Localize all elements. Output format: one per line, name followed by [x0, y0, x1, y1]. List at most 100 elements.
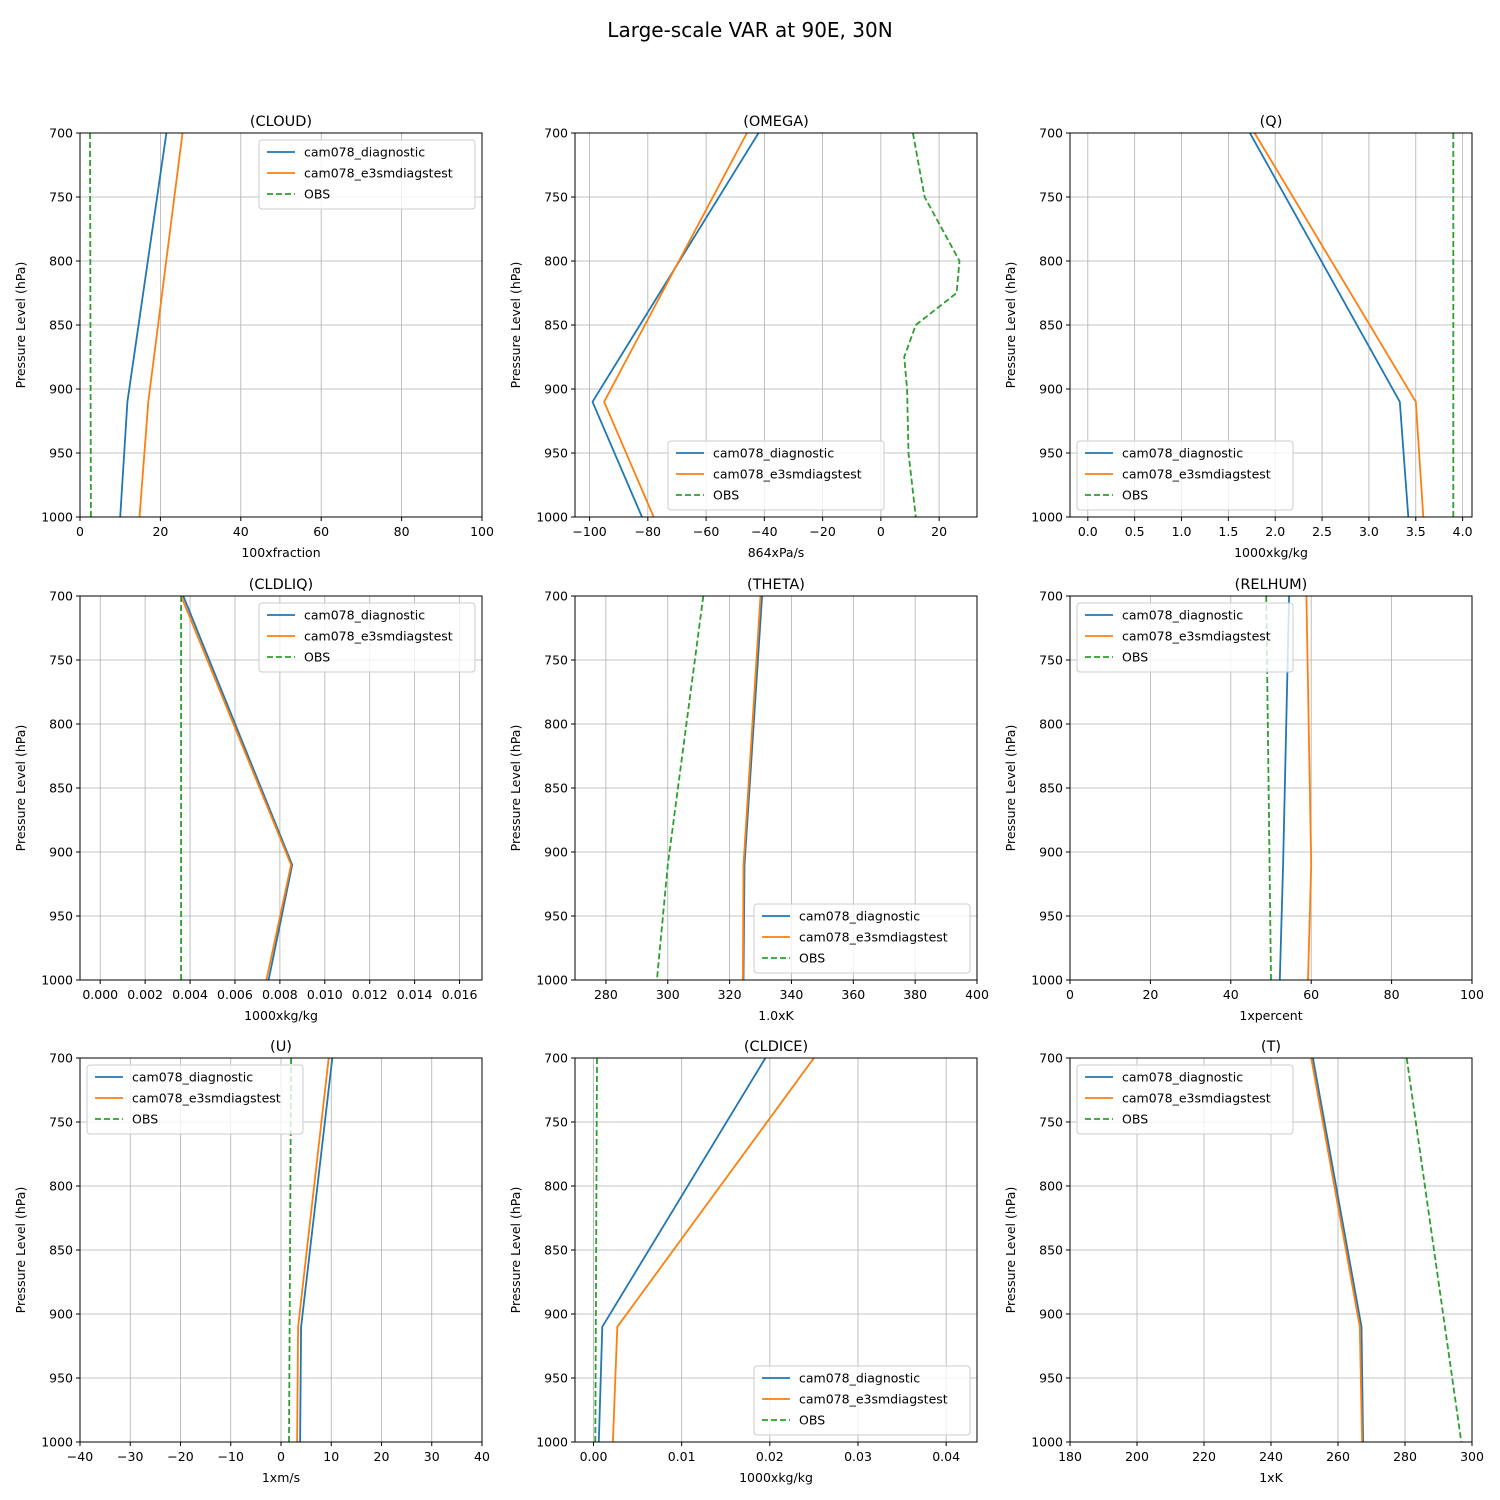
x-axis: 0.000 0.002 0.004 0.006 0.008 0.010 0.012 0.014… [82, 980, 477, 1002]
series-line-cam078_diagnostic [182, 596, 294, 980]
x-tick-label: −30 [117, 1449, 143, 1464]
y-tick-label: 850 [544, 781, 568, 796]
x-tick-label: 0.002 [127, 987, 163, 1002]
series-line-cam078_e3smdiagstest [296, 1058, 330, 1442]
y-axis: 700 750 800 850 900 950 1000 [536, 589, 575, 988]
y-tick-label: 700 [544, 126, 568, 141]
legend-box [667, 440, 885, 511]
series-line-cam078_diagnostic [591, 133, 760, 517]
x-axis-label: 100xfraction [241, 545, 320, 560]
x-tick-label: 380 [903, 987, 927, 1002]
y-tick-label: 900 [544, 1307, 568, 1322]
y-tick-label: 750 [1039, 653, 1063, 668]
legend-box [258, 602, 476, 673]
subplot: 180 200 220 240 260 280 300 700 750 800 850 900 950 1… [1003, 1039, 1484, 1485]
x-tick-label: 0.000 [82, 987, 118, 1002]
series-line-cam078_diagnostic [1312, 1058, 1364, 1442]
series-line-cam078_e3smdiagstest [1305, 596, 1313, 980]
subplot: 0 20 40 60 80 100 700 750 800 850 900 950 1000 (RELHU… [1003, 577, 1484, 1023]
x-axis: −40 −30 −20 −10 0 10 20 30 40 [67, 1442, 490, 1464]
x-tick-label: 0.0 [1078, 524, 1098, 539]
subplot-title: (CLOUD) [250, 114, 312, 130]
x-tick-label: 100 [470, 524, 494, 539]
x-tick-label: 60 [1303, 987, 1319, 1002]
legend-label: cam078_e3smdiagstest [304, 166, 453, 181]
y-tick-label: 750 [544, 190, 568, 205]
y-tick-label: 700 [1039, 1051, 1063, 1066]
x-tick-label: 0.00 [580, 1449, 608, 1464]
legend: cam078_diagnostic cam078_e3smdiagstest OBS [753, 1365, 971, 1436]
y-axis: 700 750 800 850 900 950 1000 [1031, 126, 1070, 525]
legend-box [1076, 602, 1294, 673]
subplot: 280 300 320 340 360 380 400 700 750 800 850 900 950 1… [508, 577, 989, 1023]
x-tick-label: 0.004 [172, 987, 208, 1002]
y-tick-label: 750 [544, 1115, 568, 1130]
x-tick-label: −20 [809, 524, 835, 539]
x-tick-label: 2.5 [1312, 524, 1332, 539]
y-axis: 700 750 800 850 900 950 1000 [536, 1051, 575, 1450]
legend-label: cam078_diagnostic [132, 1070, 253, 1085]
y-tick-label: 700 [1039, 589, 1063, 604]
x-tick-label: 60 [313, 524, 329, 539]
x-tick-label: 300 [1460, 1449, 1484, 1464]
x-tick-label: 10 [323, 1449, 339, 1464]
x-tick-label: 240 [1259, 1449, 1283, 1464]
x-axis: −100 −80 −60 −40 −20 0 20 [572, 517, 947, 539]
legend-label: cam078_diagnostic [304, 608, 425, 623]
y-tick-label: 800 [1039, 254, 1063, 269]
x-tick-label: 0.006 [217, 987, 253, 1002]
x-tick-label: −80 [635, 524, 661, 539]
y-axis-label: Pressure Level (hPa) [1003, 1187, 1018, 1314]
y-tick-label: 800 [544, 254, 568, 269]
y-tick-label: 950 [544, 909, 568, 924]
x-tick-label: 1.5 [1218, 524, 1238, 539]
y-tick-label: 900 [49, 1307, 73, 1322]
x-tick-label: 30 [424, 1449, 440, 1464]
x-tick-label: 2.0 [1265, 524, 1285, 539]
x-axis: 0 20 40 60 80 100 [1066, 980, 1484, 1002]
x-tick-label: 80 [1384, 987, 1400, 1002]
y-tick-label: 900 [544, 845, 568, 860]
x-tick-label: 0.016 [442, 987, 478, 1002]
subplot-grid: 0 20 40 60 80 1007007508008509009501000(CLOUD… [13, 114, 1484, 1485]
y-tick-label: 1000 [41, 1435, 73, 1450]
legend-box [258, 139, 476, 210]
y-tick-label: 850 [49, 318, 73, 333]
x-tick-label: 400 [965, 987, 989, 1002]
series-group [656, 596, 763, 980]
x-tick-label: −40 [67, 1449, 93, 1464]
legend-label: cam078_diagnostic [1122, 446, 1243, 461]
legend-box [86, 1064, 304, 1135]
y-tick-label: 750 [49, 190, 73, 205]
legend: cam078_diagnostic cam078_e3smdiagstest OBS [667, 440, 885, 511]
y-tick-label: 700 [1039, 126, 1063, 141]
x-axis-label: 1000xkg/kg [244, 1008, 318, 1023]
y-tick-label: 700 [544, 1051, 568, 1066]
y-axis-label: Pressure Level (hPa) [508, 1187, 523, 1314]
x-tick-label: 40 [474, 1449, 490, 1464]
x-axis-label: 1000xkg/kg [1234, 545, 1308, 560]
legend-label: cam078_e3smdiagstest [1122, 467, 1271, 482]
x-tick-label: 0 [877, 524, 885, 539]
legend-label: cam078_e3smdiagstest [799, 1392, 948, 1407]
series-line-cam078_diagnostic [597, 1058, 767, 1442]
y-tick-label: 900 [544, 382, 568, 397]
y-tick-label: 950 [49, 446, 73, 461]
x-axis-label: 864xPa/s [748, 545, 805, 560]
series-group [1310, 1058, 1463, 1442]
legend-label: cam078_diagnostic [713, 446, 834, 461]
legend-label: OBS [1122, 488, 1148, 503]
x-tick-label: 100 [1460, 987, 1484, 1002]
series-line-cam078_diagnostic [1278, 596, 1290, 980]
x-tick-label: 200 [1125, 1449, 1149, 1464]
legend: cam078_diagnostic cam078_e3smdiagstest OBS [1076, 1064, 1294, 1135]
subplot: 0.00 0.01 0.02 0.03 0.04 700 750 800 850 900 950 10… [508, 1039, 978, 1485]
x-tick-label: 300 [656, 987, 680, 1002]
series-line-cam078_e3smdiagstest [612, 1058, 815, 1442]
subplot-title: (RELHUM) [1235, 577, 1308, 593]
y-axis-label: Pressure Level (hPa) [508, 725, 523, 852]
legend: cam078_diagnostic cam078_e3smdiagstest OBS [258, 602, 476, 673]
x-tick-label: 360 [841, 987, 865, 1002]
y-tick-label: 750 [1039, 190, 1063, 205]
legend-label: cam078_e3smdiagstest [1122, 1091, 1271, 1106]
